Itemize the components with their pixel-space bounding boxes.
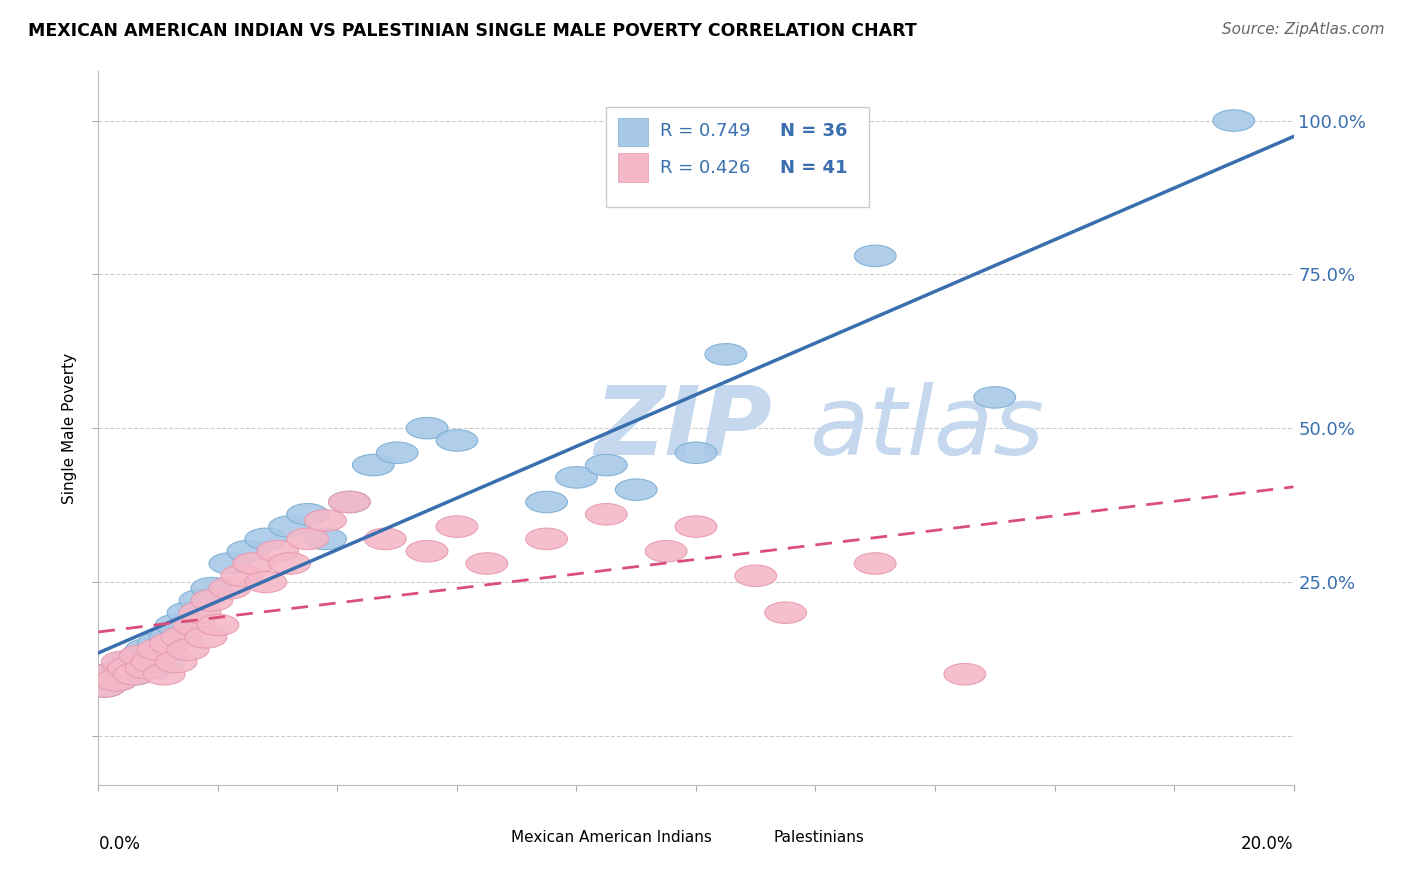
Ellipse shape [149,626,191,648]
Ellipse shape [675,516,717,537]
Ellipse shape [329,491,370,513]
Ellipse shape [149,632,191,654]
Ellipse shape [155,651,197,673]
Ellipse shape [125,657,167,679]
Ellipse shape [155,615,197,636]
Ellipse shape [90,664,131,685]
Ellipse shape [855,553,896,574]
Ellipse shape [1213,110,1254,131]
Ellipse shape [287,528,329,549]
Ellipse shape [114,664,155,685]
Ellipse shape [138,632,179,654]
Ellipse shape [96,670,138,691]
Ellipse shape [675,442,717,464]
Ellipse shape [616,479,657,500]
Ellipse shape [226,541,269,562]
Ellipse shape [364,528,406,549]
FancyBboxPatch shape [738,826,763,849]
Ellipse shape [83,676,125,698]
Text: R = 0.749: R = 0.749 [661,122,751,140]
Ellipse shape [125,639,167,660]
Ellipse shape [107,651,149,673]
Ellipse shape [645,541,688,562]
Ellipse shape [131,657,173,679]
Ellipse shape [974,386,1015,409]
Ellipse shape [585,503,627,525]
Ellipse shape [269,553,311,574]
Ellipse shape [436,516,478,537]
Text: MEXICAN AMERICAN INDIAN VS PALESTINIAN SINGLE MALE POVERTY CORRELATION CHART: MEXICAN AMERICAN INDIAN VS PALESTINIAN S… [28,22,917,40]
Text: Mexican American Indians: Mexican American Indians [510,830,711,846]
Ellipse shape [83,676,125,698]
Text: 0.0%: 0.0% [98,835,141,853]
Ellipse shape [167,602,209,624]
Ellipse shape [101,651,143,673]
Ellipse shape [101,657,143,679]
Ellipse shape [233,553,274,574]
Ellipse shape [114,664,155,685]
Ellipse shape [245,528,287,549]
Ellipse shape [143,664,186,685]
FancyBboxPatch shape [619,153,648,182]
FancyBboxPatch shape [619,118,648,146]
Ellipse shape [406,541,449,562]
Text: Palestinians: Palestinians [773,830,865,846]
Ellipse shape [943,664,986,685]
Ellipse shape [90,664,131,685]
Text: N = 41: N = 41 [779,159,848,177]
FancyBboxPatch shape [475,826,501,849]
Ellipse shape [143,651,186,673]
Text: ZIP: ZIP [595,382,772,475]
Ellipse shape [555,467,598,488]
Text: N = 36: N = 36 [779,122,848,140]
Text: atlas: atlas [810,382,1045,475]
Ellipse shape [765,602,807,624]
Ellipse shape [305,528,346,549]
Ellipse shape [257,541,298,562]
Ellipse shape [107,657,149,679]
Text: Source: ZipAtlas.com: Source: ZipAtlas.com [1222,22,1385,37]
Ellipse shape [526,528,568,549]
Ellipse shape [191,577,233,599]
Ellipse shape [96,670,138,691]
Ellipse shape [305,509,346,532]
Ellipse shape [287,503,329,525]
Ellipse shape [465,553,508,574]
FancyBboxPatch shape [606,107,869,207]
Ellipse shape [120,645,162,666]
Text: R = 0.426: R = 0.426 [661,159,751,177]
Ellipse shape [191,590,233,611]
Ellipse shape [353,454,394,475]
Y-axis label: Single Male Poverty: Single Male Poverty [62,352,77,504]
Ellipse shape [179,602,221,624]
Ellipse shape [186,626,226,648]
Ellipse shape [436,430,478,451]
Ellipse shape [173,615,215,636]
Ellipse shape [585,454,627,475]
Ellipse shape [406,417,449,439]
Ellipse shape [245,571,287,592]
Ellipse shape [735,565,776,587]
Ellipse shape [221,565,263,587]
Ellipse shape [162,626,202,648]
Text: 20.0%: 20.0% [1241,835,1294,853]
Ellipse shape [269,516,311,537]
Ellipse shape [209,553,250,574]
Ellipse shape [120,645,162,666]
Ellipse shape [167,639,209,660]
Ellipse shape [855,245,896,267]
Ellipse shape [526,491,568,513]
Ellipse shape [197,615,239,636]
Ellipse shape [377,442,418,464]
Ellipse shape [209,577,250,599]
Ellipse shape [329,491,370,513]
Ellipse shape [138,639,179,660]
Ellipse shape [131,651,173,673]
Ellipse shape [179,590,221,611]
Ellipse shape [704,343,747,365]
